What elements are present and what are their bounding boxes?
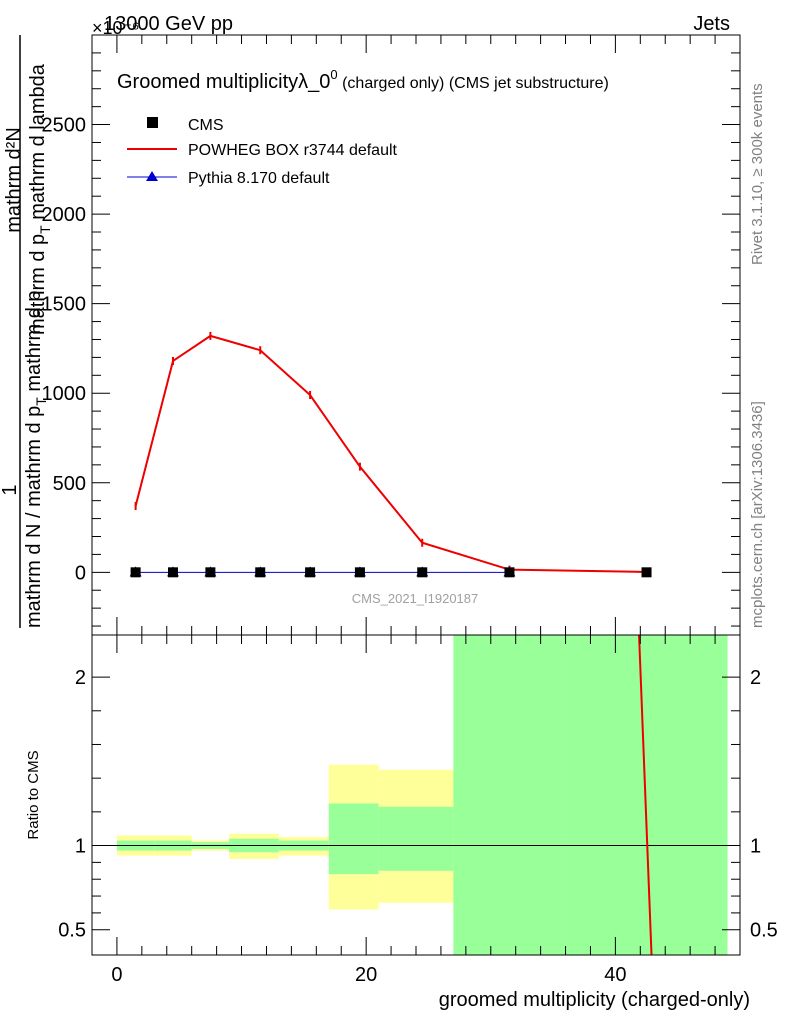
x-axis-label: groomed multiplicity (charged-only) [439,989,750,1011]
main-y-tick-label: 2500 [42,115,87,137]
legend: CMS POWHEG BOX r3744 default Pythia 8.17… [127,117,398,187]
ratio-stat-uncertainty-band [453,635,566,955]
exponent-label: ×10⁻⁶ [92,18,139,38]
main-y-tick-label: 500 [53,473,86,495]
legend-pythia-label: Pythia 8.170 default [188,170,330,187]
ratio-y-tick-label-right: 2 [750,667,761,689]
plot-title-rest: (charged only) (CMS jet substructure) [338,75,609,92]
main-plot-panel: 0 500 1000 1500 2000 2500 Groomed multiplicit… [0,34,741,636]
x-tick-label: 20 [355,964,377,986]
cms-data-point [504,567,515,578]
main-plot-data [129,331,652,578]
legend-pythia-marker [146,171,158,181]
cms-data-point [168,567,178,578]
plot-title: Groomed multiplicityλ_00 (charged only) … [117,67,609,93]
legend-cms-marker [147,117,158,128]
ratio-stat-uncertainty-band [378,806,454,871]
ratio-powheg-line [638,634,653,956]
ratio-y-tick-label-right: 0.5 [750,920,778,942]
category-label: Jets [693,13,730,35]
cms-data-point [641,567,652,578]
y-label-denominator: mathrm d pT mathrm d lambda [27,63,53,335]
y-label-den-part2: mathrm d lambda [27,63,49,225]
y-label-prefix-den-part2: mathrm d p [23,290,45,397]
main-axis-ticks: 0 500 1000 1500 2000 2500 [42,35,740,635]
y-label-prefix-numerator: 1 [0,484,21,495]
ratio-plot-data [92,634,740,956]
energy-label: 13000 GeV pp [104,13,233,35]
plot-title-main: Groomed multiplicityλ_0 [117,71,330,93]
cms-data-point [130,567,141,578]
y-label-prefix-den-subscript: T [33,397,49,406]
ratio-y-tick-label: 0.5 [58,920,86,942]
y-label-den-subscript: T [37,225,53,234]
y-label-den-part1: mathrm d p [27,234,49,335]
main-y-tick-label: 0 [75,562,86,584]
main-y-tick-label: 1000 [42,383,87,405]
main-y-tick-label: 2000 [42,204,87,226]
ratio-y-axis-label: Ratio to CMS [25,750,42,839]
cms-data-point [417,567,428,578]
ratio-axis-ticks: 0.5 0.51 12 20 20 40 [58,635,778,986]
plot-title-superscript: 0 [330,67,337,82]
main-y-axis-label: 1 mathrm d N / mathrm d pT mathrm d p ma… [0,35,53,628]
y-label-numerator: mathrm d²N [3,127,25,233]
ratio-y-tick-label-right: 1 [750,836,761,858]
x-tick-label: 0 [111,964,122,986]
ratio-stat-uncertainty-band [328,803,379,875]
legend-powheg-label: POWHEG BOX r3744 default [188,142,398,159]
ratio-y-tick-label: 1 [75,836,86,858]
legend-cms-label: CMS [188,117,224,134]
cms-data-point [255,567,266,578]
cms-data-point [205,567,216,578]
y-label-prefix-denominator: mathrm d N / mathrm d pT mathrm d p [23,290,49,628]
x-tick-label: 40 [604,964,626,986]
ratio-y-tick-label: 2 [75,667,86,689]
main-y-tick-label: 1500 [42,294,87,316]
cms-data-point [305,567,316,578]
y-label-prefix-den-part1: mathrm d N / mathrm d p [23,406,45,628]
rivet-version-label: Rivet 3.1.10, ≥ 300k events [749,83,766,265]
cms-data-point [354,567,365,578]
analysis-watermark: CMS_2021_I1920187 [352,591,479,606]
ratio-stat-uncertainty-band [565,635,728,955]
ratio-plot-panel: 0.5 0.51 12 20 20 40 Ratio to CMS groomed mul… [25,634,778,1011]
mcplots-label: mcplots.cern.ch [arXiv:1306.3436] [749,401,766,628]
